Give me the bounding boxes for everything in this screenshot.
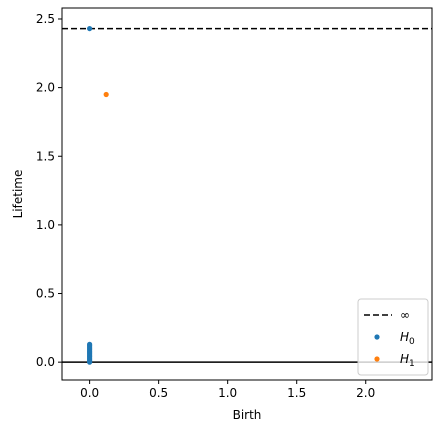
y-tick-label: 2.5 — [36, 12, 55, 26]
x-tick-label: 2.0 — [356, 386, 375, 400]
legend-h0-subscript: 0 — [409, 337, 415, 347]
legend-h0-label: H0 — [400, 330, 415, 347]
legend-h0-marker — [374, 334, 380, 340]
x-tick-label: 1.0 — [218, 386, 237, 400]
x-tick-label: 0.0 — [80, 386, 99, 400]
y-tick-label: 1.5 — [36, 149, 55, 163]
point-h1 — [103, 91, 109, 98]
legend-h1-label: H1 — [400, 352, 415, 369]
y-tick-label: 0.0 — [36, 355, 55, 369]
legend-box — [357, 298, 429, 376]
x-tick-label: 0.5 — [149, 386, 168, 400]
legend: ∞ H0 H1 — [357, 298, 429, 376]
scatter-points — [87, 25, 109, 365]
y-tick-label: 0.5 — [36, 287, 55, 301]
y-tick-label: 2.0 — [36, 81, 55, 95]
point-h0 — [87, 25, 93, 32]
y-tick-label: 1.0 — [36, 218, 55, 232]
plot-frame — [61, 7, 433, 381]
y-axis-label: Lifetime — [11, 170, 25, 219]
point-h0 — [87, 341, 93, 347]
legend-h1-subscript: 1 — [409, 359, 415, 369]
legend-infinity-label: ∞ — [400, 308, 410, 322]
x-tick-label: 1.5 — [287, 386, 306, 400]
y-axis-ticks: 0.0 0.5 1.0 1.5 2.0 2.5 — [36, 12, 62, 369]
x-axis-ticks: 0.0 0.5 1.0 1.5 2.0 — [80, 380, 375, 400]
legend-h1-marker — [374, 356, 380, 362]
x-axis-label: Birth — [233, 408, 262, 422]
